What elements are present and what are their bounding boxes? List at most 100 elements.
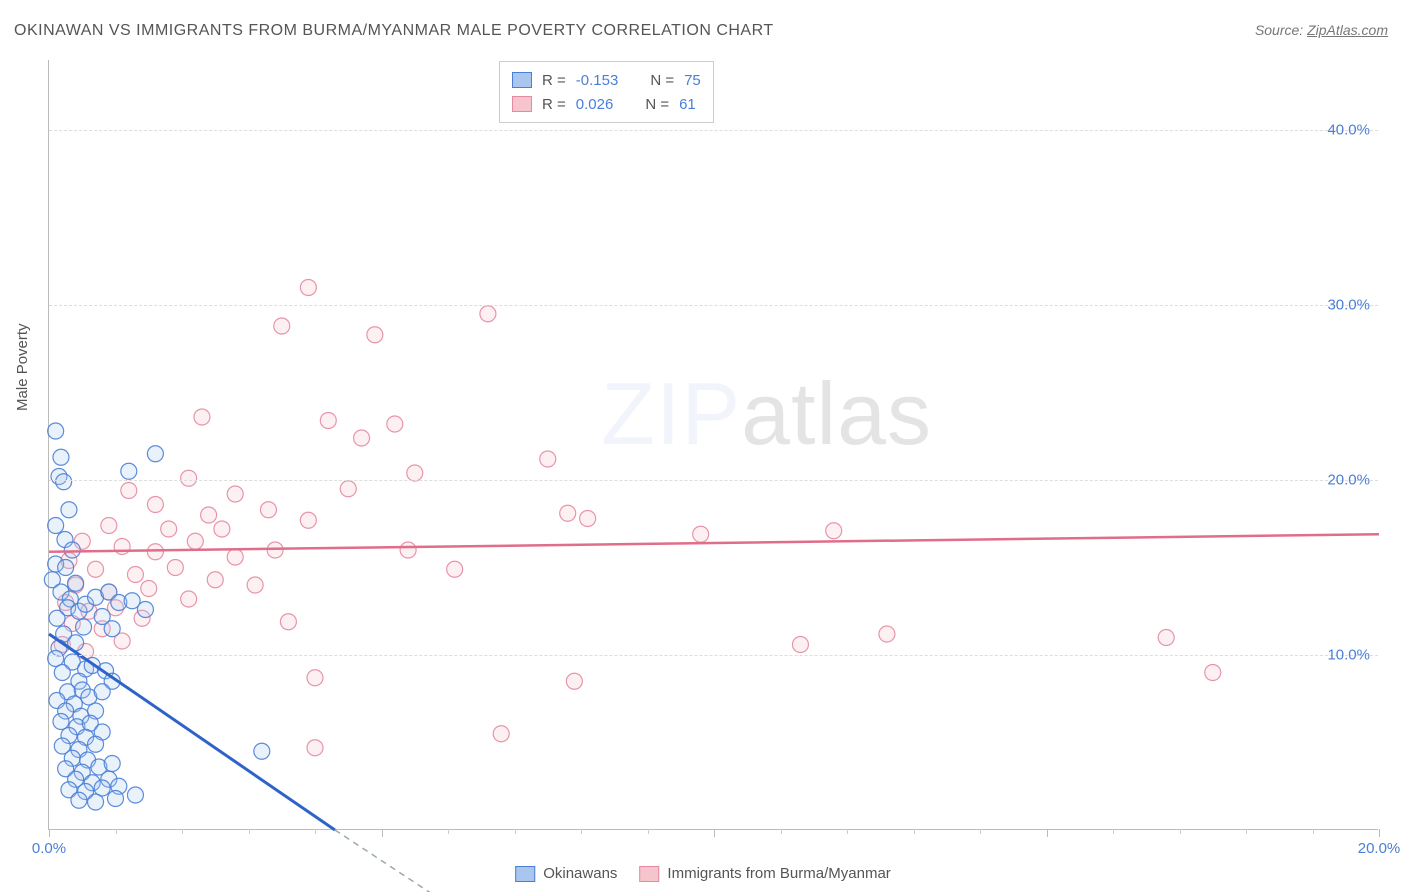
scatter-point-b	[207, 572, 223, 588]
scatter-point-b	[260, 502, 276, 518]
scatter-point-b	[387, 416, 403, 432]
scatter-point-a	[94, 684, 110, 700]
source-label: Source:	[1255, 22, 1307, 38]
x-tick-minor	[1246, 829, 1247, 834]
scatter-point-a	[88, 736, 104, 752]
scatter-point-a	[58, 560, 74, 576]
x-tick-major	[49, 829, 50, 837]
legend-item-a: Okinawans	[515, 865, 617, 882]
scatter-svg	[49, 60, 1378, 829]
scatter-point-a	[76, 619, 92, 635]
gridline-h	[49, 655, 1378, 656]
y-tick-label: 20.0%	[1327, 472, 1370, 489]
scatter-point-b	[300, 280, 316, 296]
scatter-point-a	[49, 610, 65, 626]
n-label-a: N =	[650, 72, 674, 89]
scatter-point-b	[1158, 630, 1174, 646]
scatter-point-b	[320, 413, 336, 429]
x-tick-minor	[980, 829, 981, 834]
scatter-point-b	[214, 521, 230, 537]
y-tick-label: 10.0%	[1327, 647, 1370, 664]
scatter-point-b	[227, 549, 243, 565]
scatter-point-a	[53, 449, 69, 465]
scatter-point-a	[48, 423, 64, 439]
scatter-point-b	[194, 409, 210, 425]
n-label-b: N =	[645, 96, 669, 113]
scatter-point-b	[127, 567, 143, 583]
scatter-point-b	[566, 673, 582, 689]
scatter-point-b	[147, 544, 163, 560]
scatter-point-b	[187, 533, 203, 549]
scatter-point-b	[493, 726, 509, 742]
scatter-point-a	[147, 446, 163, 462]
trendline-b	[49, 534, 1379, 552]
x-tick-minor	[581, 829, 582, 834]
gridline-h	[49, 130, 1378, 131]
x-tick-major	[1379, 829, 1380, 837]
scatter-point-b	[367, 327, 383, 343]
scatter-point-a	[64, 542, 80, 558]
x-tick-label: 0.0%	[32, 840, 66, 857]
x-tick-minor	[515, 829, 516, 834]
scatter-point-a	[104, 756, 120, 772]
scatter-point-a	[61, 502, 77, 518]
x-tick-minor	[315, 829, 316, 834]
scatter-point-a	[137, 602, 153, 618]
source-attribution: Source: ZipAtlas.com	[1255, 22, 1388, 38]
gridline-h	[49, 480, 1378, 481]
scatter-point-b	[693, 526, 709, 542]
y-axis-label: Male Poverty	[14, 323, 31, 411]
scatter-point-b	[141, 581, 157, 597]
scatter-point-b	[354, 430, 370, 446]
x-tick-minor	[182, 829, 183, 834]
x-tick-minor	[448, 829, 449, 834]
scatter-point-b	[121, 483, 137, 499]
scatter-point-b	[407, 465, 423, 481]
trendline-a-extrapolated	[335, 830, 468, 892]
x-tick-minor	[1180, 829, 1181, 834]
scatter-point-b	[247, 577, 263, 593]
swatch-b-bottom	[639, 866, 659, 882]
scatter-point-b	[181, 470, 197, 486]
scatter-point-a	[121, 463, 137, 479]
x-tick-minor	[847, 829, 848, 834]
scatter-point-a	[71, 792, 87, 808]
r-value-b: 0.026	[576, 96, 614, 113]
x-tick-major	[1047, 829, 1048, 837]
scatter-point-b	[88, 561, 104, 577]
chart-container: OKINAWAN VS IMMIGRANTS FROM BURMA/MYANMA…	[0, 0, 1406, 892]
scatter-point-b	[540, 451, 556, 467]
r-value-a: -0.153	[576, 72, 619, 89]
scatter-point-b	[300, 512, 316, 528]
x-tick-minor	[648, 829, 649, 834]
source-link[interactable]: ZipAtlas.com	[1307, 22, 1388, 38]
x-tick-minor	[249, 829, 250, 834]
legend-label-b: Immigrants from Burma/Myanmar	[667, 865, 890, 882]
swatch-series-b	[512, 96, 532, 112]
chart-title: OKINAWAN VS IMMIGRANTS FROM BURMA/MYANMA…	[14, 22, 774, 40]
scatter-point-b	[792, 637, 808, 653]
legend-item-b: Immigrants from Burma/Myanmar	[639, 865, 890, 882]
scatter-point-b	[147, 497, 163, 513]
scatter-point-b	[400, 542, 416, 558]
scatter-point-b	[307, 740, 323, 756]
scatter-point-a	[254, 743, 270, 759]
scatter-point-b	[181, 591, 197, 607]
scatter-point-b	[161, 521, 177, 537]
scatter-point-a	[56, 474, 72, 490]
scatter-point-b	[340, 481, 356, 497]
y-tick-label: 40.0%	[1327, 122, 1370, 139]
x-tick-major	[382, 829, 383, 837]
series-legend: Okinawans Immigrants from Burma/Myanmar	[515, 865, 891, 882]
scatter-point-a	[68, 575, 84, 591]
x-tick-minor	[116, 829, 117, 834]
scatter-point-a	[127, 787, 143, 803]
scatter-point-b	[201, 507, 217, 523]
scatter-point-b	[101, 518, 117, 534]
x-tick-minor	[1313, 829, 1314, 834]
n-value-a: 75	[684, 72, 701, 89]
scatter-point-b	[280, 614, 296, 630]
n-value-b: 61	[679, 96, 696, 113]
x-tick-major	[714, 829, 715, 837]
swatch-a-bottom	[515, 866, 535, 882]
